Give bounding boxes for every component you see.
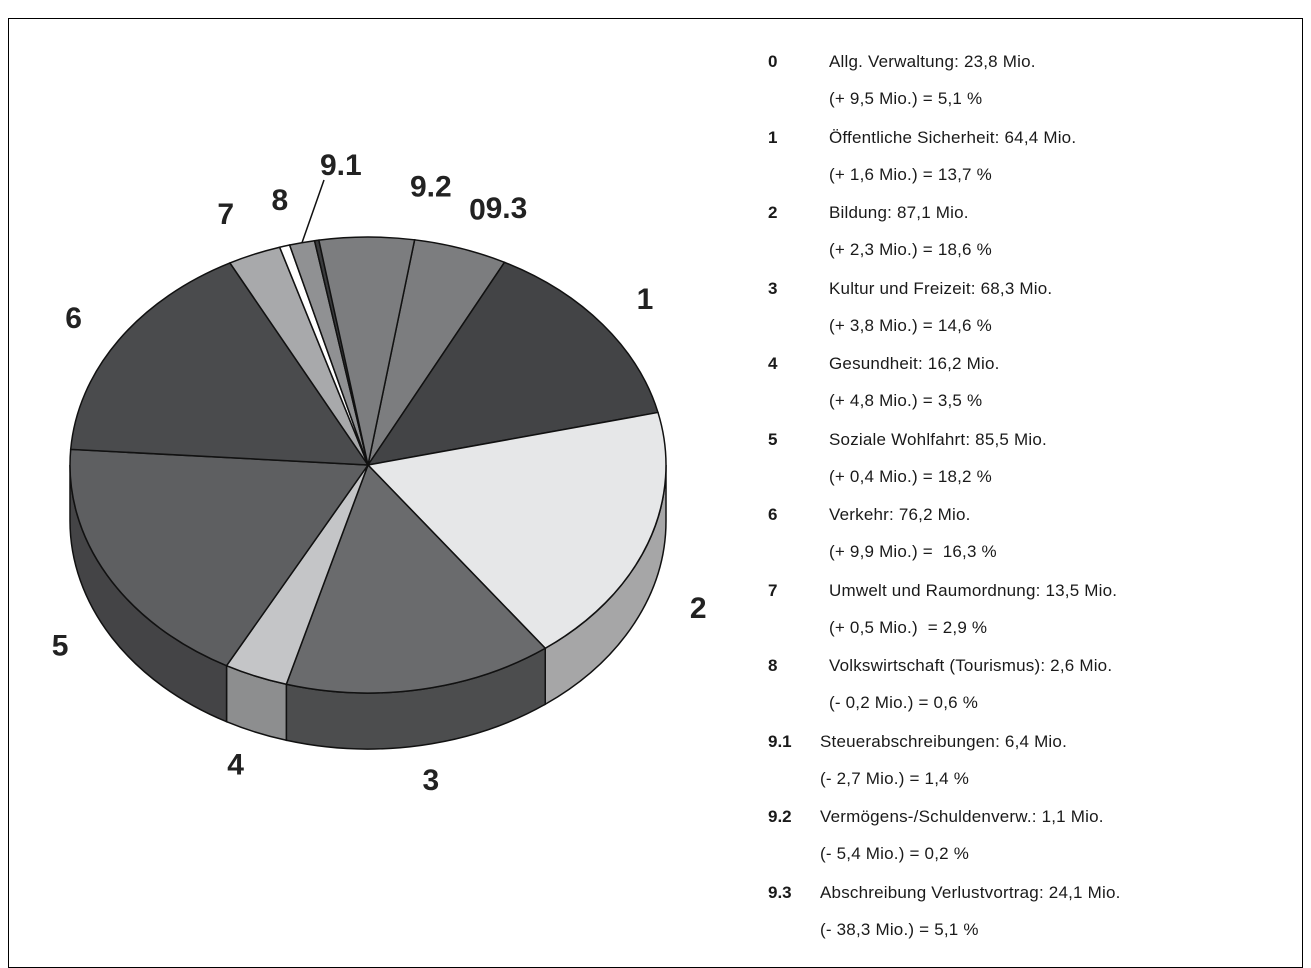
legend-label: Allg. Verwaltung: 23,8 Mio.: [829, 52, 1036, 71]
pie-label-5: 5: [52, 629, 69, 662]
pie-label-8: 8: [271, 184, 288, 217]
pie-label-0: 0: [469, 193, 486, 226]
legend-key: 3: [768, 278, 778, 298]
pie-slice-9.3: [317, 236, 416, 466]
pie-slice-6: [69, 262, 370, 466]
legend-key: 1: [768, 127, 778, 147]
legend-key: 9.2: [768, 807, 792, 826]
pie-label-2: 2: [690, 592, 707, 625]
legend-change: (- 5,4 Mio.) = 0,2 %: [820, 844, 970, 863]
pie-label-9.3: 9.3: [486, 192, 528, 225]
legend-label: Soziale Wohlfahrt: 85,5 Mio.: [829, 429, 1047, 449]
legend-label: Kultur und Freizeit: 68,3 Mio.: [829, 278, 1053, 298]
legend-change: (+ 9,9 Mio.) = 16,3 %: [829, 542, 997, 561]
legend-label: Abschreibung Verlustvortrag: 24,1 Mio.: [820, 882, 1121, 902]
pie-label-3: 3: [423, 764, 440, 797]
legend-change: (+ 9,5 Mio.) = 5,1 %: [829, 89, 983, 108]
pie-label-7: 7: [217, 198, 234, 231]
pie-label-1: 1: [637, 283, 654, 316]
legend-change: (+ 2,3 Mio.) = 18,6 %: [829, 240, 992, 259]
legend-label: Umwelt und Raumordnung: 13,5 Mio.: [829, 580, 1118, 600]
legend-change: (- 2,7 Mio.) = 1,4 %: [820, 768, 970, 788]
pie-slice-5: [69, 448, 370, 667]
leader-line-9.1: [301, 179, 325, 243]
legend-label: Vermögens-/Schuldenverw.: 1,1 Mio.: [820, 807, 1104, 826]
pie-label-6: 6: [65, 302, 82, 335]
legend-key: 0: [768, 52, 778, 71]
legend-change: (+ 0,4 Mio.) = 18,2 %: [829, 466, 992, 486]
legend-change: (+ 3,8 Mio.) = 14,6 %: [829, 315, 992, 335]
legend-key: 5: [768, 429, 778, 449]
pie-slice-3: [285, 463, 547, 694]
legend-change: (- 0,2 Mio.) = 0,6 %: [829, 693, 979, 712]
legend-label: Bildung: 87,1 Mio.: [829, 203, 969, 222]
legend-key: 9.3: [768, 882, 792, 902]
legend-change: (+ 4,8 Mio.) = 3,5 %: [829, 391, 983, 410]
pie-slice-2: [366, 411, 667, 650]
legend-label: Steuerabschreibungen: 6,4 Mio.: [820, 731, 1067, 751]
pie-label-4: 4: [227, 749, 244, 782]
legend-key: 2: [768, 203, 778, 222]
legend-change: (+ 0,5 Mio.) = 2,9 %: [829, 617, 988, 637]
legend-change: (+ 1,6 Mio.) = 13,7 %: [829, 164, 992, 184]
legend-label: Gesundheit: 16,2 Mio.: [829, 354, 1000, 373]
legend-key: 8: [768, 656, 778, 675]
legend-label: Öffentliche Sicherheit: 64,4 Mio.: [829, 127, 1077, 147]
legend-key: 7: [768, 580, 778, 600]
legend-key: 4: [768, 354, 778, 373]
legend-key: 9.1: [768, 731, 792, 751]
legend-label: Verkehr: 76,2 Mio.: [829, 505, 971, 524]
pie-label-9.2: 9.2: [410, 170, 452, 203]
legend-label: Volkswirtschaft (Tourismus): 2,6 Mio.: [829, 656, 1113, 675]
pie-slice-1: [366, 261, 659, 467]
pie-label-9.1: 9.1: [320, 149, 362, 182]
legend-change: (- 38,3 Mio.) = 5,1 %: [820, 919, 979, 939]
legend-key: 6: [768, 505, 778, 524]
